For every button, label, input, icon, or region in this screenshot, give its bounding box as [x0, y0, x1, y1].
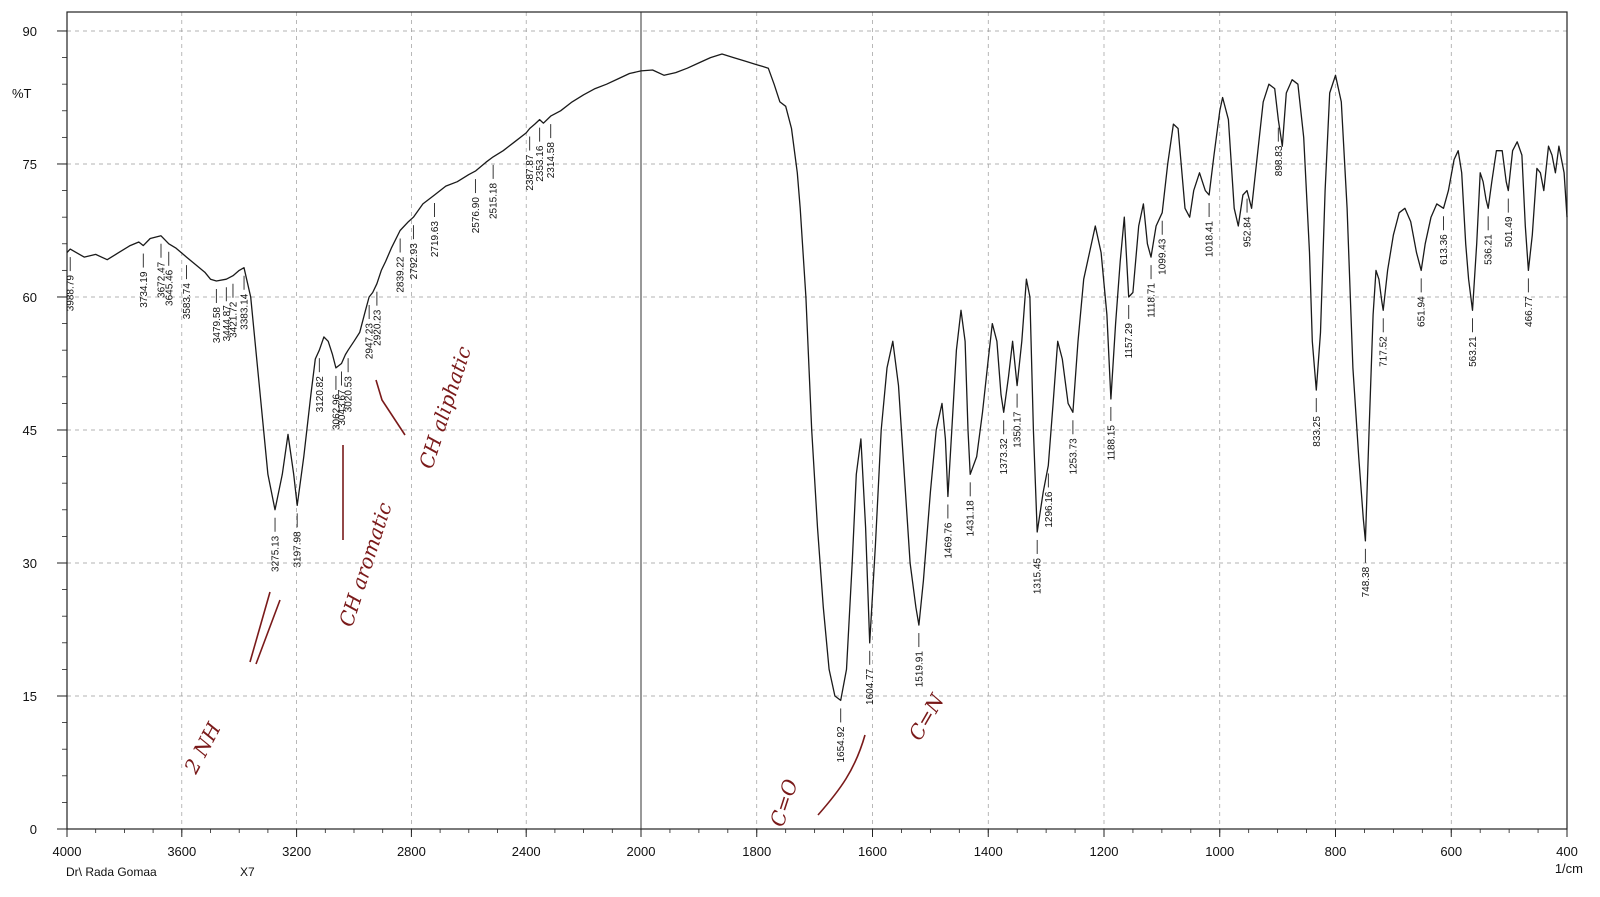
peak-label: 466.77	[1524, 296, 1535, 327]
peak-label: 2314.58	[546, 142, 557, 179]
peak-label: 1350.17	[1013, 411, 1024, 448]
peak-label: 2387.87	[525, 154, 536, 191]
peak-label: 2839.22	[396, 256, 407, 293]
peak-label: 3421.72	[229, 301, 240, 338]
x-tick-label: 2800	[397, 844, 426, 859]
peak-label: 1519.91	[914, 651, 925, 688]
peak-label: 536.21	[1484, 234, 1495, 265]
peak-label: 3120.82	[315, 376, 326, 413]
x-tick-label: 2400	[512, 844, 541, 859]
peak-label: 3383.14	[240, 293, 251, 330]
x-axis-tick-labels: 4000 3600 3200 2800 2400 2000 1800 1600 1400 1200…	[53, 844, 1578, 859]
peak-label: 3672.47	[157, 261, 168, 298]
peak-label: 3988.79	[66, 275, 77, 312]
plot-frame	[66, 11, 1568, 830]
peak-label: 1654.92	[836, 726, 847, 763]
peak-label: 1431.18	[966, 500, 977, 537]
peak-label: 3062.96	[331, 393, 342, 430]
x-tick-label: 4000	[53, 844, 82, 859]
peak-label: 1099.43	[1158, 238, 1169, 275]
x-tick-label: 1000	[1205, 844, 1234, 859]
peak-label: 1604.77	[865, 668, 876, 705]
grid-lines	[67, 12, 1567, 829]
peak-label: 1373.32	[999, 438, 1010, 475]
x-tick-label: 3600	[167, 844, 196, 859]
transmittance-line	[66, 53, 1568, 702]
x-tick-label: 1800	[742, 844, 771, 859]
peak-label: 501.49	[1504, 216, 1515, 247]
y-axis-tick-labels: 0 15 30 45 60 75 90	[23, 24, 37, 837]
y-tick-label: 30	[23, 556, 37, 571]
y-tick-label: 75	[23, 157, 37, 172]
peak-label: 2353.16	[535, 145, 546, 182]
x-tick-label: 600	[1440, 844, 1462, 859]
peak-label: 1118.71	[1147, 283, 1158, 318]
peak-label: 1253.73	[1068, 438, 1079, 475]
peak-label: 1188.15	[1106, 425, 1117, 461]
x-tick-label: 1600	[858, 844, 887, 859]
peak-label: 3275.13	[271, 535, 282, 572]
y-tick-label: 60	[23, 290, 37, 305]
peak-label: 3043.67	[337, 389, 348, 426]
peak-label: 1469.76	[943, 522, 954, 559]
peak-label: 651.94	[1417, 296, 1428, 327]
axis-ticks	[57, 30, 1568, 837]
x-tick-label: 2000	[627, 844, 656, 859]
peak-label: 3020.53	[344, 376, 355, 413]
x-tick-label: 800	[1325, 844, 1347, 859]
peak-label: 1157.29	[1124, 323, 1135, 359]
x-tick-label: 1200	[1090, 844, 1119, 859]
peak-label: 2920.23	[372, 309, 383, 346]
y-tick-label: 45	[23, 423, 37, 438]
peak-label: 2576.90	[471, 197, 482, 234]
peak-label: 1315.45	[1033, 558, 1044, 595]
x-axis-unit: 1/cm	[1555, 861, 1583, 876]
sample-code: X7	[240, 865, 255, 879]
peak-label: 613.36	[1439, 234, 1450, 265]
peak-label: 748.38	[1361, 566, 1372, 597]
peak-label: 898.83	[1274, 145, 1285, 176]
peak-label: 2792.93	[409, 243, 420, 280]
peak-label: 1018.41	[1205, 221, 1216, 258]
peak-label: 952.84	[1243, 216, 1254, 247]
peak-label: 2719.63	[430, 221, 441, 258]
y-tick-label: 90	[23, 24, 37, 39]
peak-label: 2947.23	[365, 323, 376, 360]
peak-label: 3479.58	[212, 307, 223, 344]
peak-label: 3583.74	[182, 283, 193, 320]
peak-label: 833.25	[1312, 416, 1323, 447]
peak-label: 717.52	[1379, 336, 1390, 367]
operator-name: Dr\ Rada Gomaa	[66, 865, 157, 879]
peak-label: 1296.16	[1044, 491, 1055, 528]
peak-label: 3444.87	[222, 305, 233, 342]
peak-label: 2515.18	[489, 182, 500, 219]
x-tick-label: 1400	[974, 844, 1003, 859]
peak-label: 563.21	[1468, 336, 1479, 367]
y-tick-label: 15	[23, 689, 37, 704]
x-tick-label: 400	[1556, 844, 1578, 859]
peak-label: 3197.98	[293, 531, 304, 568]
peak-label: 3645.46	[164, 269, 175, 306]
y-tick-label: 0	[30, 822, 37, 837]
x-tick-label: 3200	[282, 844, 311, 859]
y-axis-label: %T	[12, 86, 32, 101]
peak-label: 3734.19	[139, 271, 150, 308]
